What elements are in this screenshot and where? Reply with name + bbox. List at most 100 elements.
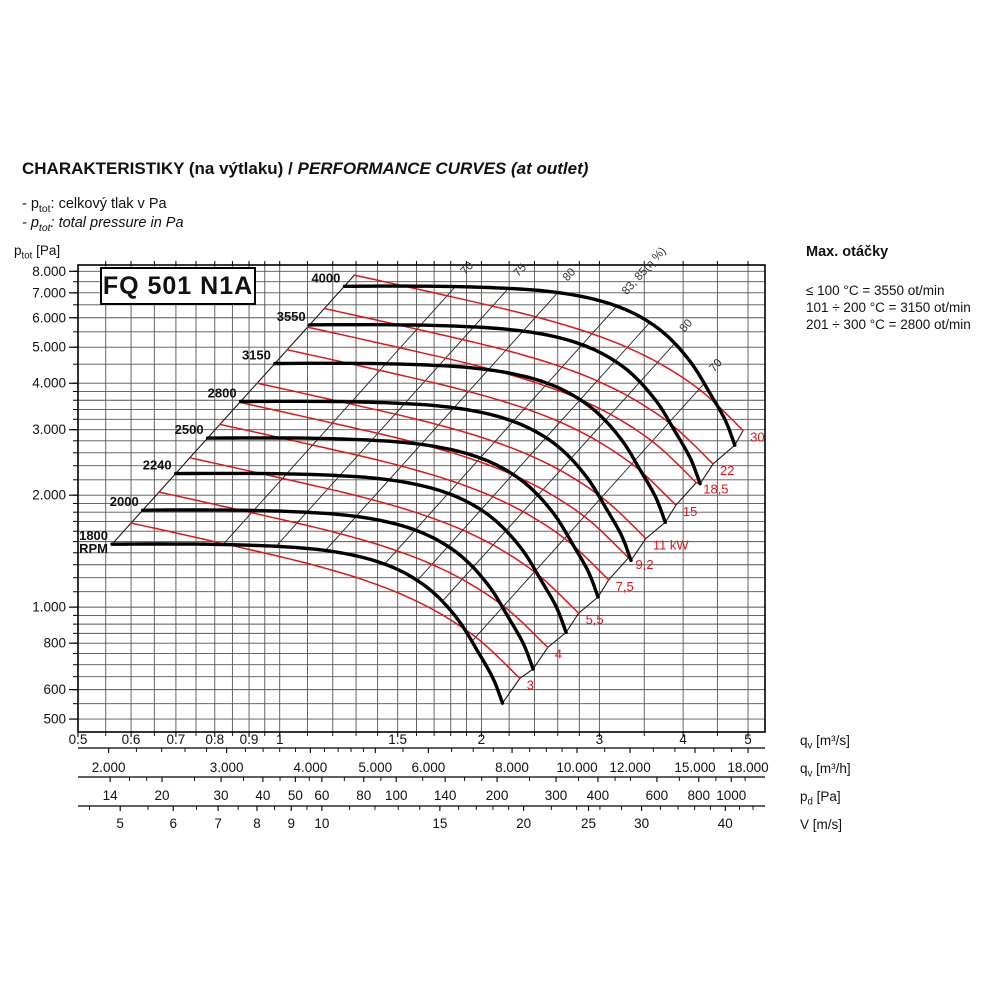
y-tick-label: 3.000 — [32, 422, 66, 437]
max-speed-line-2: 101 ÷ 200 °C = 3150 ot/min — [806, 300, 971, 315]
efficiency-line-80 — [324, 292, 558, 552]
x-caption-pd: pd [Pa] — [800, 789, 841, 808]
x-tick-label: 3.000 — [210, 760, 244, 775]
power-label-18.5: 18,5 — [703, 482, 728, 497]
x-tick-label: 40 — [718, 816, 733, 831]
x-tick-label: 0.7 — [167, 732, 186, 747]
x-tick-label: 4 — [679, 732, 687, 747]
x-tick-label: 3 — [596, 732, 604, 747]
x-tick-label: 1000 — [716, 788, 746, 803]
max-speed-line-3: 201 ÷ 300 °C = 2800 ot/min — [806, 317, 971, 332]
power-curve-4 — [158, 491, 549, 649]
x-tick-label: 15 — [432, 816, 447, 831]
y-tick-label: 800 — [43, 636, 66, 651]
rpm-curve-2500 — [205, 436, 600, 599]
efficiency-label: 70 — [707, 357, 724, 375]
power-label-9.2: 9,2 — [635, 557, 653, 572]
x-tick-label: 6.000 — [411, 760, 445, 775]
x-tick-label: 0.8 — [205, 732, 224, 747]
y-tick-label: 500 — [43, 712, 66, 727]
x-tick-label: 5.000 — [358, 760, 392, 775]
y-tick-label: 1.000 — [32, 600, 66, 615]
rpm-curve-2800 — [238, 399, 633, 563]
rpm-curve-2240 — [174, 471, 568, 635]
rpm-label-3150: 3150 — [242, 347, 271, 362]
rpm-label-2500: 2500 — [175, 422, 204, 437]
x-tick-label: 2 — [478, 732, 486, 747]
power-label-3: 3 — [527, 677, 534, 692]
y-tick-label: 5.000 — [32, 340, 66, 355]
rpm-label-2000: 2000 — [110, 494, 139, 509]
x-tick-label: 0.9 — [240, 732, 259, 747]
x-tick-label: 20 — [155, 788, 170, 803]
x-tick-label: 6 — [169, 816, 177, 831]
x-tick-label: 14 — [103, 788, 119, 803]
page-title: CHARAKTERISTIKY (na výtlaku) / PERFORMAN… — [22, 159, 588, 179]
power-curve-3 — [130, 522, 521, 680]
efficiency-line-75 — [275, 288, 509, 547]
x-tick-label: 300 — [545, 788, 568, 803]
x-tick-label: 60 — [314, 788, 329, 803]
x-tick-label: 140 — [434, 788, 457, 803]
x-tick-label: 5 — [116, 816, 124, 831]
rpm-label-2800: 2800 — [208, 386, 237, 401]
power-label-7.5: 7,5 — [616, 579, 634, 594]
x-tick-label: 7 — [214, 816, 222, 831]
y-axis-title: ptot [Pa] — [14, 243, 61, 262]
rpm-curve-3150 — [273, 361, 667, 524]
title-english: PERFORMANCE CURVES (at outlet) — [297, 159, 589, 178]
efficiency-line-70 — [471, 383, 705, 642]
y-tick-label: 8.000 — [32, 264, 66, 279]
x-tick-label: 10.000 — [556, 760, 597, 775]
power-curve-11 — [256, 382, 647, 540]
rpm-label-3550: 3550 — [277, 309, 306, 324]
x-tick-label: 400 — [587, 788, 610, 803]
x-tick-label: 12.000 — [609, 760, 650, 775]
power-curve-18.5 — [306, 326, 697, 484]
rpm-label-4000: 4000 — [311, 270, 340, 285]
x-tick-label: 200 — [486, 788, 509, 803]
model-name: FQ 501 N1A — [102, 271, 254, 300]
x-tick-label: 10 — [314, 816, 329, 831]
x-tick-label: 80 — [356, 788, 371, 803]
x-tick-label: 2.000 — [92, 760, 126, 775]
x-caption-qv-m3h: qv [m³/h] — [800, 761, 851, 780]
power-label-30: 30 — [750, 430, 764, 445]
x-tick-label: 0.5 — [69, 732, 88, 747]
x-tick-label: 1 — [276, 732, 284, 747]
x-tick-label: 25 — [581, 816, 596, 831]
rpm-curve-2000 — [141, 508, 535, 671]
rpm-curve-3550 — [307, 323, 702, 486]
x-tick-label: 15.000 — [674, 760, 715, 775]
power-curve-30 — [353, 274, 744, 432]
x-tick-label: 9 — [287, 816, 295, 831]
model-label-box: FQ 501 N1A — [100, 267, 256, 305]
x-caption-qv-m3s: qv [m³/s] — [800, 733, 850, 752]
efficiency-label: 80 — [561, 266, 578, 284]
x-tick-label: 5 — [744, 732, 752, 747]
x-tick-label: 40 — [255, 788, 270, 803]
power-label-15: 15 — [683, 504, 697, 519]
efficiency-line-85 — [416, 322, 650, 582]
max-speed-block: Max. otáčky ≤ 100 °C = 3550 ot/min 101 ÷… — [806, 244, 996, 333]
power-label-11: 11 kW — [653, 538, 690, 553]
power-label-5.5: 5,5 — [586, 612, 604, 627]
max-speed-line-1: ≤ 100 °C = 3550 ot/min — [806, 283, 945, 298]
power-label-4: 4 — [555, 646, 562, 661]
x-tick-label: 20 — [516, 816, 531, 831]
x-tick-label: 30 — [634, 816, 649, 831]
plot-border — [77, 264, 766, 733]
x-tick-label: 8.000 — [495, 760, 529, 775]
title-czech: CHARAKTERISTIKY (na výtlaku) / — [22, 159, 298, 178]
x-caption-v: V [m/s] — [800, 817, 843, 832]
x-tick-label: 18.000 — [727, 760, 768, 775]
efficiency-label: 70 — [459, 260, 476, 278]
x-tick-label: 30 — [214, 788, 229, 803]
x-tick-label: 600 — [646, 788, 669, 803]
x-tick-label: 0.6 — [122, 732, 141, 747]
power-label-22: 22 — [720, 463, 734, 478]
y-tick-label: 7.000 — [32, 285, 66, 300]
legend-line-english: - ptot: total pressure in Pa — [22, 215, 184, 234]
